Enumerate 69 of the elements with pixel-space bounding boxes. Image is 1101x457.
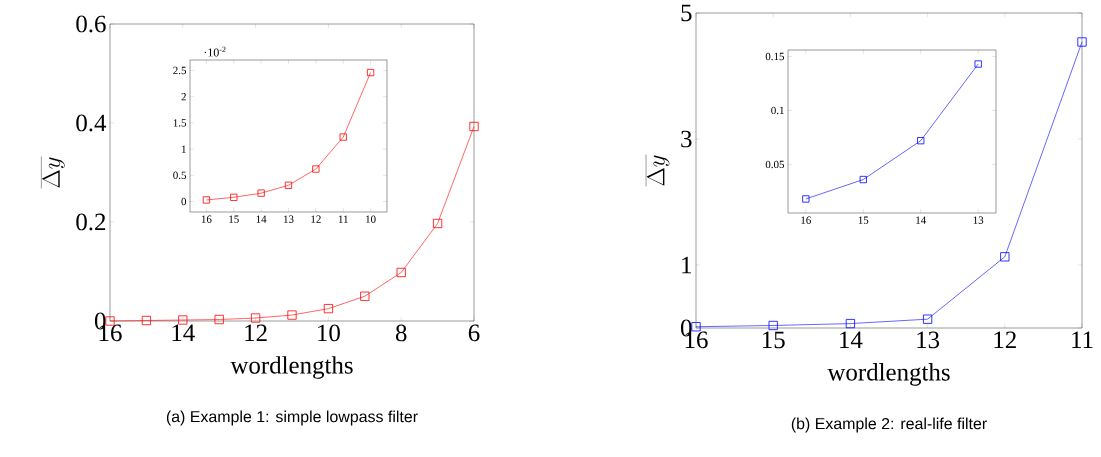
point [178, 315, 188, 325]
point [323, 304, 333, 314]
point [257, 189, 265, 197]
point [287, 310, 297, 320]
point [396, 267, 406, 278]
x-tick-label: 12 [245, 324, 267, 342]
x-tick-label: 14 [916, 216, 927, 224]
x-tick-label: 16 [201, 215, 212, 223]
point [141, 315, 151, 326]
point [1000, 252, 1010, 262]
x-tick-label: 12 [311, 215, 321, 223]
x-tick-label: 15 [229, 215, 239, 223]
y-tick-label: 2.5 [173, 66, 187, 75]
y-tick-label: 5 [681, 4, 692, 22]
y-tick-label: 0.2 [76, 213, 106, 231]
y-tick-label: 0.15 [765, 52, 785, 61]
x-axis-title: wordlengths [827, 363, 950, 386]
x-tick-label: 10 [318, 324, 340, 342]
x-tick-label: 15 [762, 331, 785, 349]
point [845, 318, 855, 329]
x-tick-label: 14 [840, 331, 863, 348]
x-tick-label: 6 [468, 324, 480, 342]
point [360, 291, 370, 301]
x-axis-title: wordlengths [230, 356, 353, 379]
x-tick-label: 14 [256, 215, 267, 223]
y-tick-label: 0.4 [76, 114, 107, 132]
point [214, 314, 224, 325]
point [284, 181, 293, 189]
x-tick-label: 11 [338, 215, 348, 223]
y-tick-label: 1 [682, 256, 691, 274]
point [923, 314, 933, 324]
x-tick-label: 13 [283, 215, 294, 223]
point [802, 195, 810, 203]
x-tick-label: 8 [395, 324, 407, 342]
point [366, 68, 375, 77]
annotation: ·10$^{-2}$ [204, 46, 226, 57]
y-tick-label: 0.05 [765, 160, 785, 169]
y-tick-label: 0.5 [173, 171, 187, 180]
x-tick-label: 10 [366, 215, 376, 223]
y-axis-title: $\overline{\Delta y}$ [41, 156, 65, 189]
x-tick-label: 13 [973, 216, 984, 224]
point [768, 320, 778, 331]
x-tick-label: 15 [858, 216, 869, 224]
point [251, 313, 261, 323]
point [859, 175, 867, 184]
point [312, 165, 320, 173]
x-tick-label: 12 [994, 331, 1016, 349]
text: (a) Example 1: simple lowpass filter [166, 410, 418, 426]
point [917, 137, 925, 145]
x-tick-label: 13 [917, 331, 940, 349]
y-tick-label: 0.1 [771, 106, 784, 115]
y-tick-label: 1 [181, 145, 186, 153]
y-tick-label: 0.6 [76, 15, 106, 33]
y-tick-label: 2 [181, 93, 186, 101]
y-tick-label: 3 [681, 130, 692, 148]
text: (b) Example 2: real-life filter [791, 417, 987, 433]
point [202, 196, 211, 204]
y-tick-label: 0 [181, 197, 187, 206]
point [1077, 37, 1087, 47]
point [230, 193, 238, 201]
y-tick-label: 1.5 [173, 119, 187, 127]
point [339, 133, 347, 141]
x-tick-label: 16 [801, 216, 811, 224]
x-tick-label: 11 [1072, 331, 1093, 348]
point [974, 60, 982, 68]
x-tick-label: 14 [172, 324, 195, 341]
point [469, 121, 479, 132]
point [433, 218, 443, 229]
y-axis-title: $\overline{\Delta y}$ [646, 154, 670, 187]
